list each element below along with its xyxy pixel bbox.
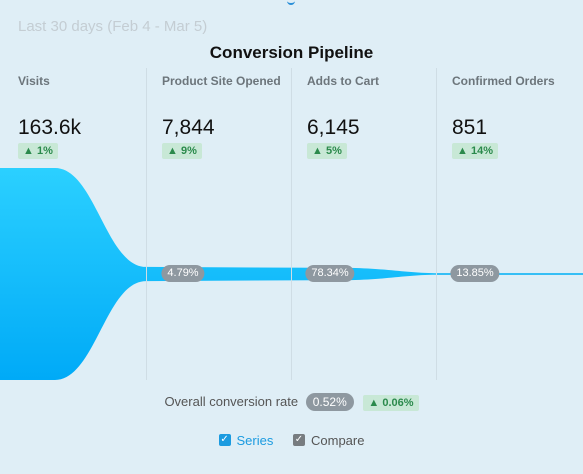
stage-change-badge: ▲ 5% — [307, 143, 347, 159]
overall-conversion-value: 0.52% — [305, 393, 354, 411]
stage-label: Confirmed Orders — [452, 74, 555, 88]
legend-label: Series — [236, 432, 274, 448]
up-arrow-icon: ▲ — [457, 145, 468, 157]
change-value: 9% — [180, 145, 197, 157]
stage-label: Product Site Opened — [162, 74, 281, 88]
change-value: 1% — [36, 145, 53, 157]
step-rate-pill: 13.85% — [450, 265, 500, 282]
overall-conversion-change: ▲ 0.06% — [363, 395, 419, 411]
change-value: 14% — [470, 145, 493, 157]
step-rate-pill: 78.34% — [305, 265, 355, 282]
overall-conversion: Overall conversion rate 0.52% ▲ 0.06% — [0, 393, 583, 411]
up-arrow-icon: ▲ — [167, 145, 178, 157]
top-scroll-indicator — [287, 0, 295, 5]
stage-value: 163.6k — [18, 116, 82, 139]
stage-label: Visits — [18, 74, 50, 88]
legend-item-series[interactable]: ✓ Series — [218, 432, 274, 448]
column-divider — [436, 68, 437, 380]
legend: ✓ Series ✓ Compare — [0, 430, 583, 448]
legend-item-compare[interactable]: ✓ Compare — [293, 433, 364, 448]
date-range-label: Last 30 days (Feb 4 - Mar 5) — [18, 18, 208, 35]
chart-title: Conversion Pipeline — [209, 43, 374, 62]
column-divider — [291, 68, 292, 380]
stage-value: 851 — [452, 116, 488, 139]
stage-change-badge: ▲ 14% — [452, 143, 498, 159]
stage-change-badge: ▲ 9% — [162, 143, 202, 159]
legend-label: Compare — [311, 432, 365, 448]
checkbox-checked-icon[interactable]: ✓ — [293, 434, 305, 446]
up-arrow-icon: ▲ — [368, 397, 380, 409]
change-value: 5% — [325, 145, 342, 157]
overall-conversion-label: Overall conversion rate — [164, 394, 299, 409]
stage-change-badge: ▲ 1% — [18, 143, 58, 159]
up-arrow-icon: ▲ — [23, 145, 34, 157]
stage-value: 7,844 — [162, 116, 215, 139]
stage-label: Adds to Cart — [307, 74, 379, 88]
stage-value: 6,145 — [307, 116, 360, 139]
column-divider — [146, 68, 147, 380]
up-arrow-icon: ▲ — [312, 145, 323, 157]
step-rate-pill: 4.79% — [161, 265, 205, 282]
checkbox-checked-icon[interactable]: ✓ — [218, 434, 231, 446]
